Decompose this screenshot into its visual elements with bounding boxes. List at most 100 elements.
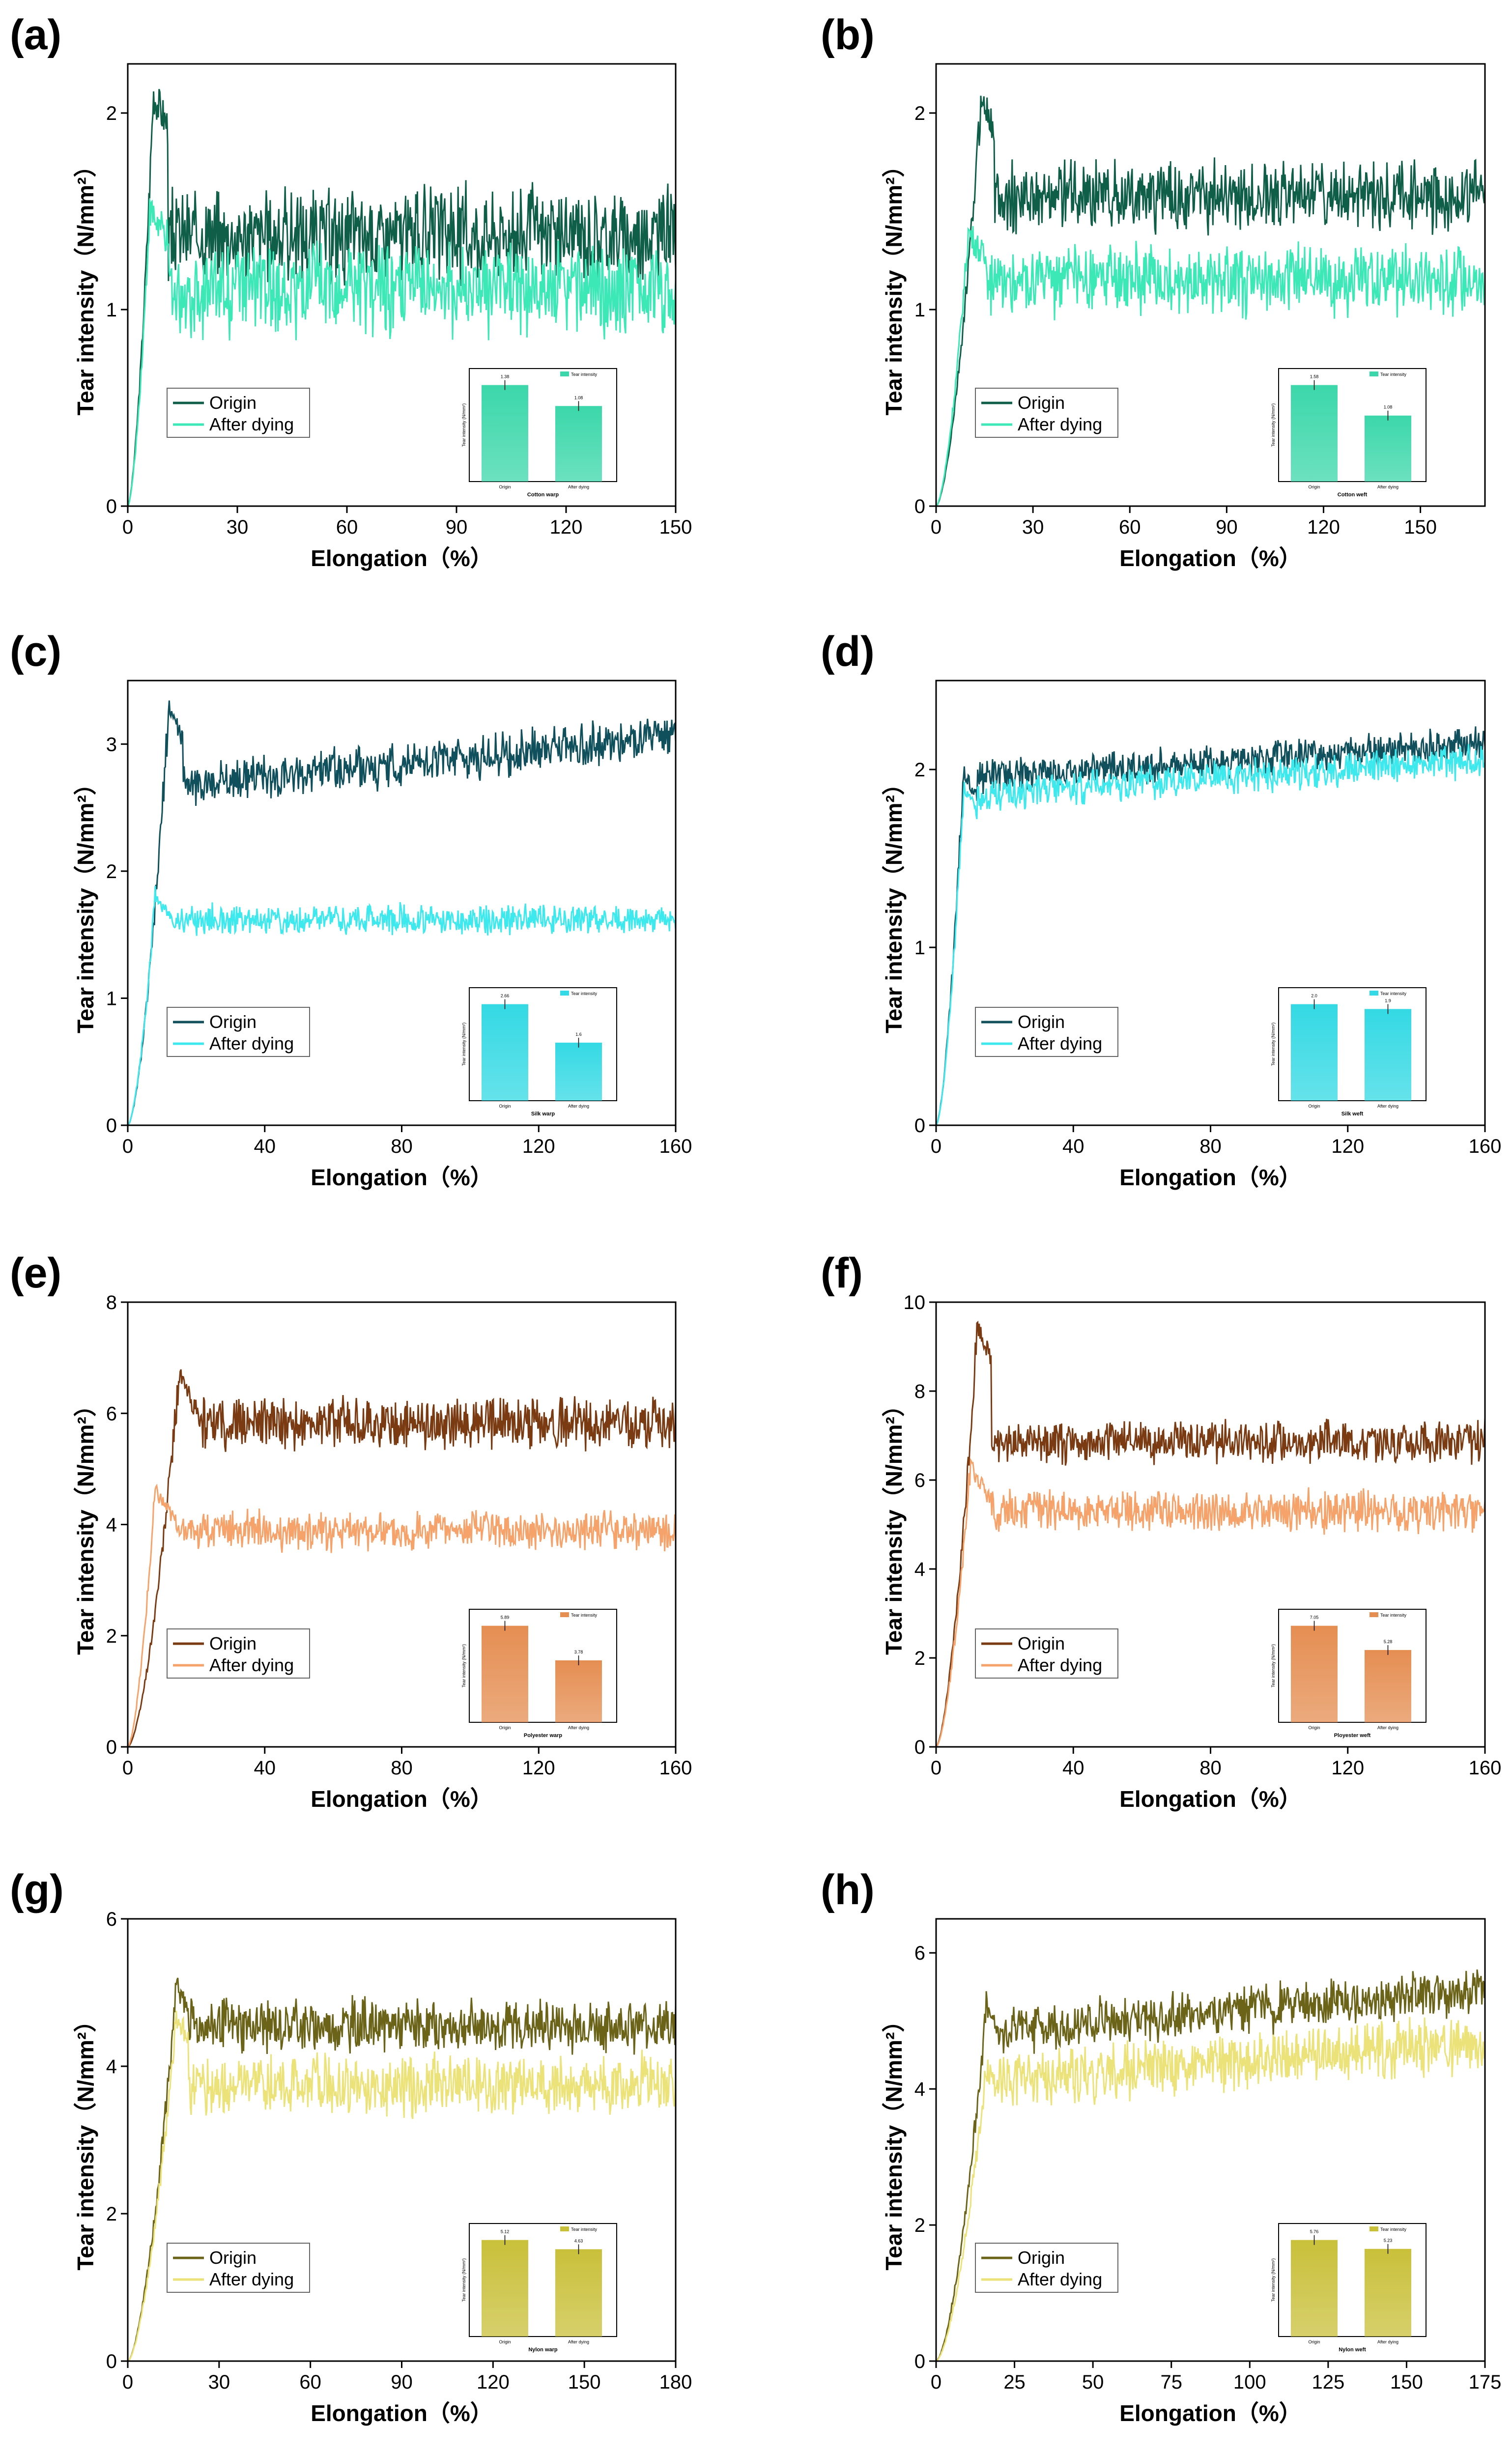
legend-box [167,1007,310,1057]
inset-legend-label: Tear intensity [571,991,598,996]
x-tick-label: 120 [477,2371,510,2393]
legend-label: After dying [1018,2269,1102,2289]
inset-legend-swatch [560,371,569,376]
chart-panel-1: (b) 0 30 60 90 120 150 0 1 2 Elongation（%） Tear int… [821,11,1486,571]
inset-value-label: 2.0 [1311,994,1317,998]
inset-legend-swatch [1369,371,1378,376]
inset-category-label: After dying [1377,485,1398,489]
inset-value-label: 2.66 [501,994,510,998]
inset-value-label: 5.89 [501,1615,510,1620]
y-tick-label: 6 [106,1403,117,1425]
y-tick-label: 4 [106,1514,117,1536]
series-line-after-dying [936,743,1485,1125]
inset-legend-label: Tear intensity [571,2227,598,2232]
x-tick-label: 120 [522,1757,555,1779]
chart-panel-5: (f) 0 40 80 120 160 0 2 4 6 8 10 Elongation（%） Tear i… [821,1250,1501,1812]
inset-bar-chart: 2.0 Origin 1.9 After dying Tear intensity Tea… [1271,987,1426,1117]
series-line-after-dying [128,1483,676,1747]
series-line-origin [128,1977,676,2361]
y-axis-title: Tear intensity（N/mm²） [881,1394,907,1655]
inset-y-label: Tear intensity (N/mm²) [461,1644,466,1688]
y-tick-label: 2 [106,861,117,883]
x-axis-title: Elongation（%） [1119,2400,1302,2426]
inset-category-label: Origin [1308,1104,1320,1109]
legend-label: After dying [1018,414,1102,434]
inset-bar-chart: 5.89 Origin 3.78 After dying Tear intensity T… [461,1609,617,1739]
inset-bar [482,2240,528,2337]
x-tick-label: 0 [931,1757,941,1779]
inset-title: Cotton weft [1338,492,1368,498]
legend-box [975,1628,1118,1679]
legend-box [167,388,310,438]
y-tick-label: 2 [914,103,925,124]
inset-legend-label: Tear intensity [1380,372,1407,377]
inset-title: Ployester weft [1334,1733,1371,1739]
x-tick-label: 90 [446,516,468,538]
inset-value-label: 5.28 [1384,1639,1393,1644]
x-tick-label: 160 [659,1757,692,1779]
y-tick-label: 2 [106,2203,117,2225]
inset-y-label: Tear intensity (N/mm²) [461,1023,466,1066]
inset-category-label: Origin [1308,485,1320,489]
series-line-after-dying [936,226,1485,506]
series-line-origin [128,1369,676,1747]
y-tick-label: 2 [106,1625,117,1647]
y-tick-label: 0 [106,2351,117,2372]
series-line-origin [936,95,1485,506]
chart-panel-6: (g) 0 30 60 90 120 150 180 0 2 4 6 Elongation（%） Tear… [10,1866,692,2426]
x-axis-title: Elongation（%） [311,1786,493,1812]
y-tick-label: 1 [106,299,117,321]
y-axis-title: Tear intensity（N/mm²） [73,155,98,416]
y-axis-title: Tear intensity（N/mm²） [881,155,907,416]
inset-y-label: Tear intensity (N/mm²) [1271,1023,1276,1066]
inset-bar [555,2249,602,2337]
x-tick-label: 150 [659,516,692,538]
plot-frame [935,63,1486,507]
y-tick-label: 8 [106,1292,117,1313]
legend-label: After dying [209,1033,294,1054]
series-line-after-dying [128,885,676,1125]
x-tick-label: 90 [1216,516,1238,538]
y-tick-label: 4 [106,2056,117,2078]
legend-label: After dying [1018,1033,1102,1054]
inset-value-label: 5.12 [501,2229,510,2234]
inset-legend-label: Tear intensity [1380,991,1407,996]
inset-bar [1365,415,1411,482]
y-tick-label: 6 [106,1909,117,1930]
inset-title: Nylon weft [1339,2347,1366,2353]
legend-box [167,1628,310,1679]
x-tick-label: 75 [1160,2371,1182,2393]
legend-label: Origin [209,393,257,413]
legend-label: Origin [1018,1633,1065,1654]
x-tick-label: 150 [1390,2371,1423,2393]
legend-box [975,2243,1118,2293]
x-tick-label: 125 [1312,2371,1344,2393]
y-tick-label: 0 [914,2351,925,2372]
panel-label: (g) [10,1866,64,1913]
legend-box [167,2243,310,2293]
panel-label: (b) [821,11,875,58]
x-tick-label: 160 [1469,1757,1502,1779]
x-tick-label: 30 [227,516,249,538]
y-tick-label: 1 [914,299,925,321]
y-axis-title: Tear intensity（N/mm²） [73,2010,98,2271]
x-tick-label: 160 [659,1136,692,1157]
x-axis-title: Elongation（%） [311,545,493,571]
series-line-origin [128,700,676,1125]
inset-value-label: 4.63 [574,2238,583,2243]
inset-category-label: After dying [1377,1104,1398,1109]
x-tick-label: 40 [254,1757,276,1779]
inset-bar [1291,385,1338,482]
y-tick-label: 0 [106,1737,117,1758]
x-tick-label: 150 [568,2371,601,2393]
y-tick-label: 2 [106,103,117,124]
inset-legend-swatch [560,2226,569,2231]
inset-category-label: Origin [1308,1725,1320,1730]
x-axis-title: Elongation（%） [311,2400,493,2426]
